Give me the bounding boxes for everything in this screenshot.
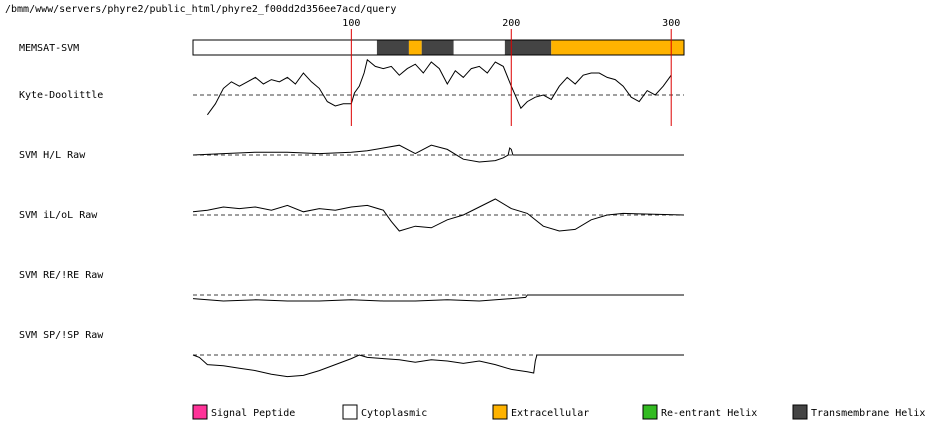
track-line-3 — [192, 294, 684, 302]
track-label-2: SVM iL/oL Raw — [19, 210, 98, 221]
tick-label-0: 100 — [342, 18, 360, 29]
legend-swatch-4 — [792, 404, 808, 420]
memsat-segment-6 — [551, 40, 684, 55]
legend-swatch-1 — [342, 404, 358, 420]
tick-label-1: 200 — [502, 18, 520, 29]
memsat-segment-1 — [376, 40, 409, 55]
legend-label-0: Signal Peptide — [211, 408, 295, 419]
track-label-4: SVM SP/!SP Raw — [19, 330, 104, 341]
memsat-segment-0 — [193, 40, 377, 55]
memsat-segment-4 — [453, 40, 505, 55]
legend-label-3: Re-entrant Helix — [661, 408, 757, 419]
legend-label-1: Cytoplasmic — [361, 408, 427, 419]
track-label-3: SVM RE/!RE Raw — [19, 270, 104, 281]
track-line-1 — [192, 144, 684, 163]
legend-swatch-3 — [642, 404, 658, 420]
memsat-segment-2 — [408, 40, 422, 55]
tick-label-2: 300 — [662, 18, 680, 29]
track-line-2 — [192, 198, 685, 232]
track-line-4 — [192, 354, 684, 378]
legend-label-2: Extracellular — [511, 408, 589, 419]
memsat-frame — [192, 39, 685, 56]
query-path-title: /bmm/www/servers/phyre2/public_html/phyr… — [5, 4, 397, 15]
legend-swatch-0 — [192, 404, 208, 420]
track-label-1: SVM H/L Raw — [19, 150, 86, 161]
memsat-label: MEMSAT-SVM — [19, 43, 79, 54]
legend-label-4: Transmembrane Helix — [811, 408, 925, 419]
legend-swatch-2 — [492, 404, 508, 420]
track-label-0: Kyte-Doolittle — [19, 90, 103, 101]
memsat-segment-3 — [421, 40, 454, 55]
track-line-0 — [206, 58, 672, 116]
memsat-segment-5 — [504, 40, 552, 55]
